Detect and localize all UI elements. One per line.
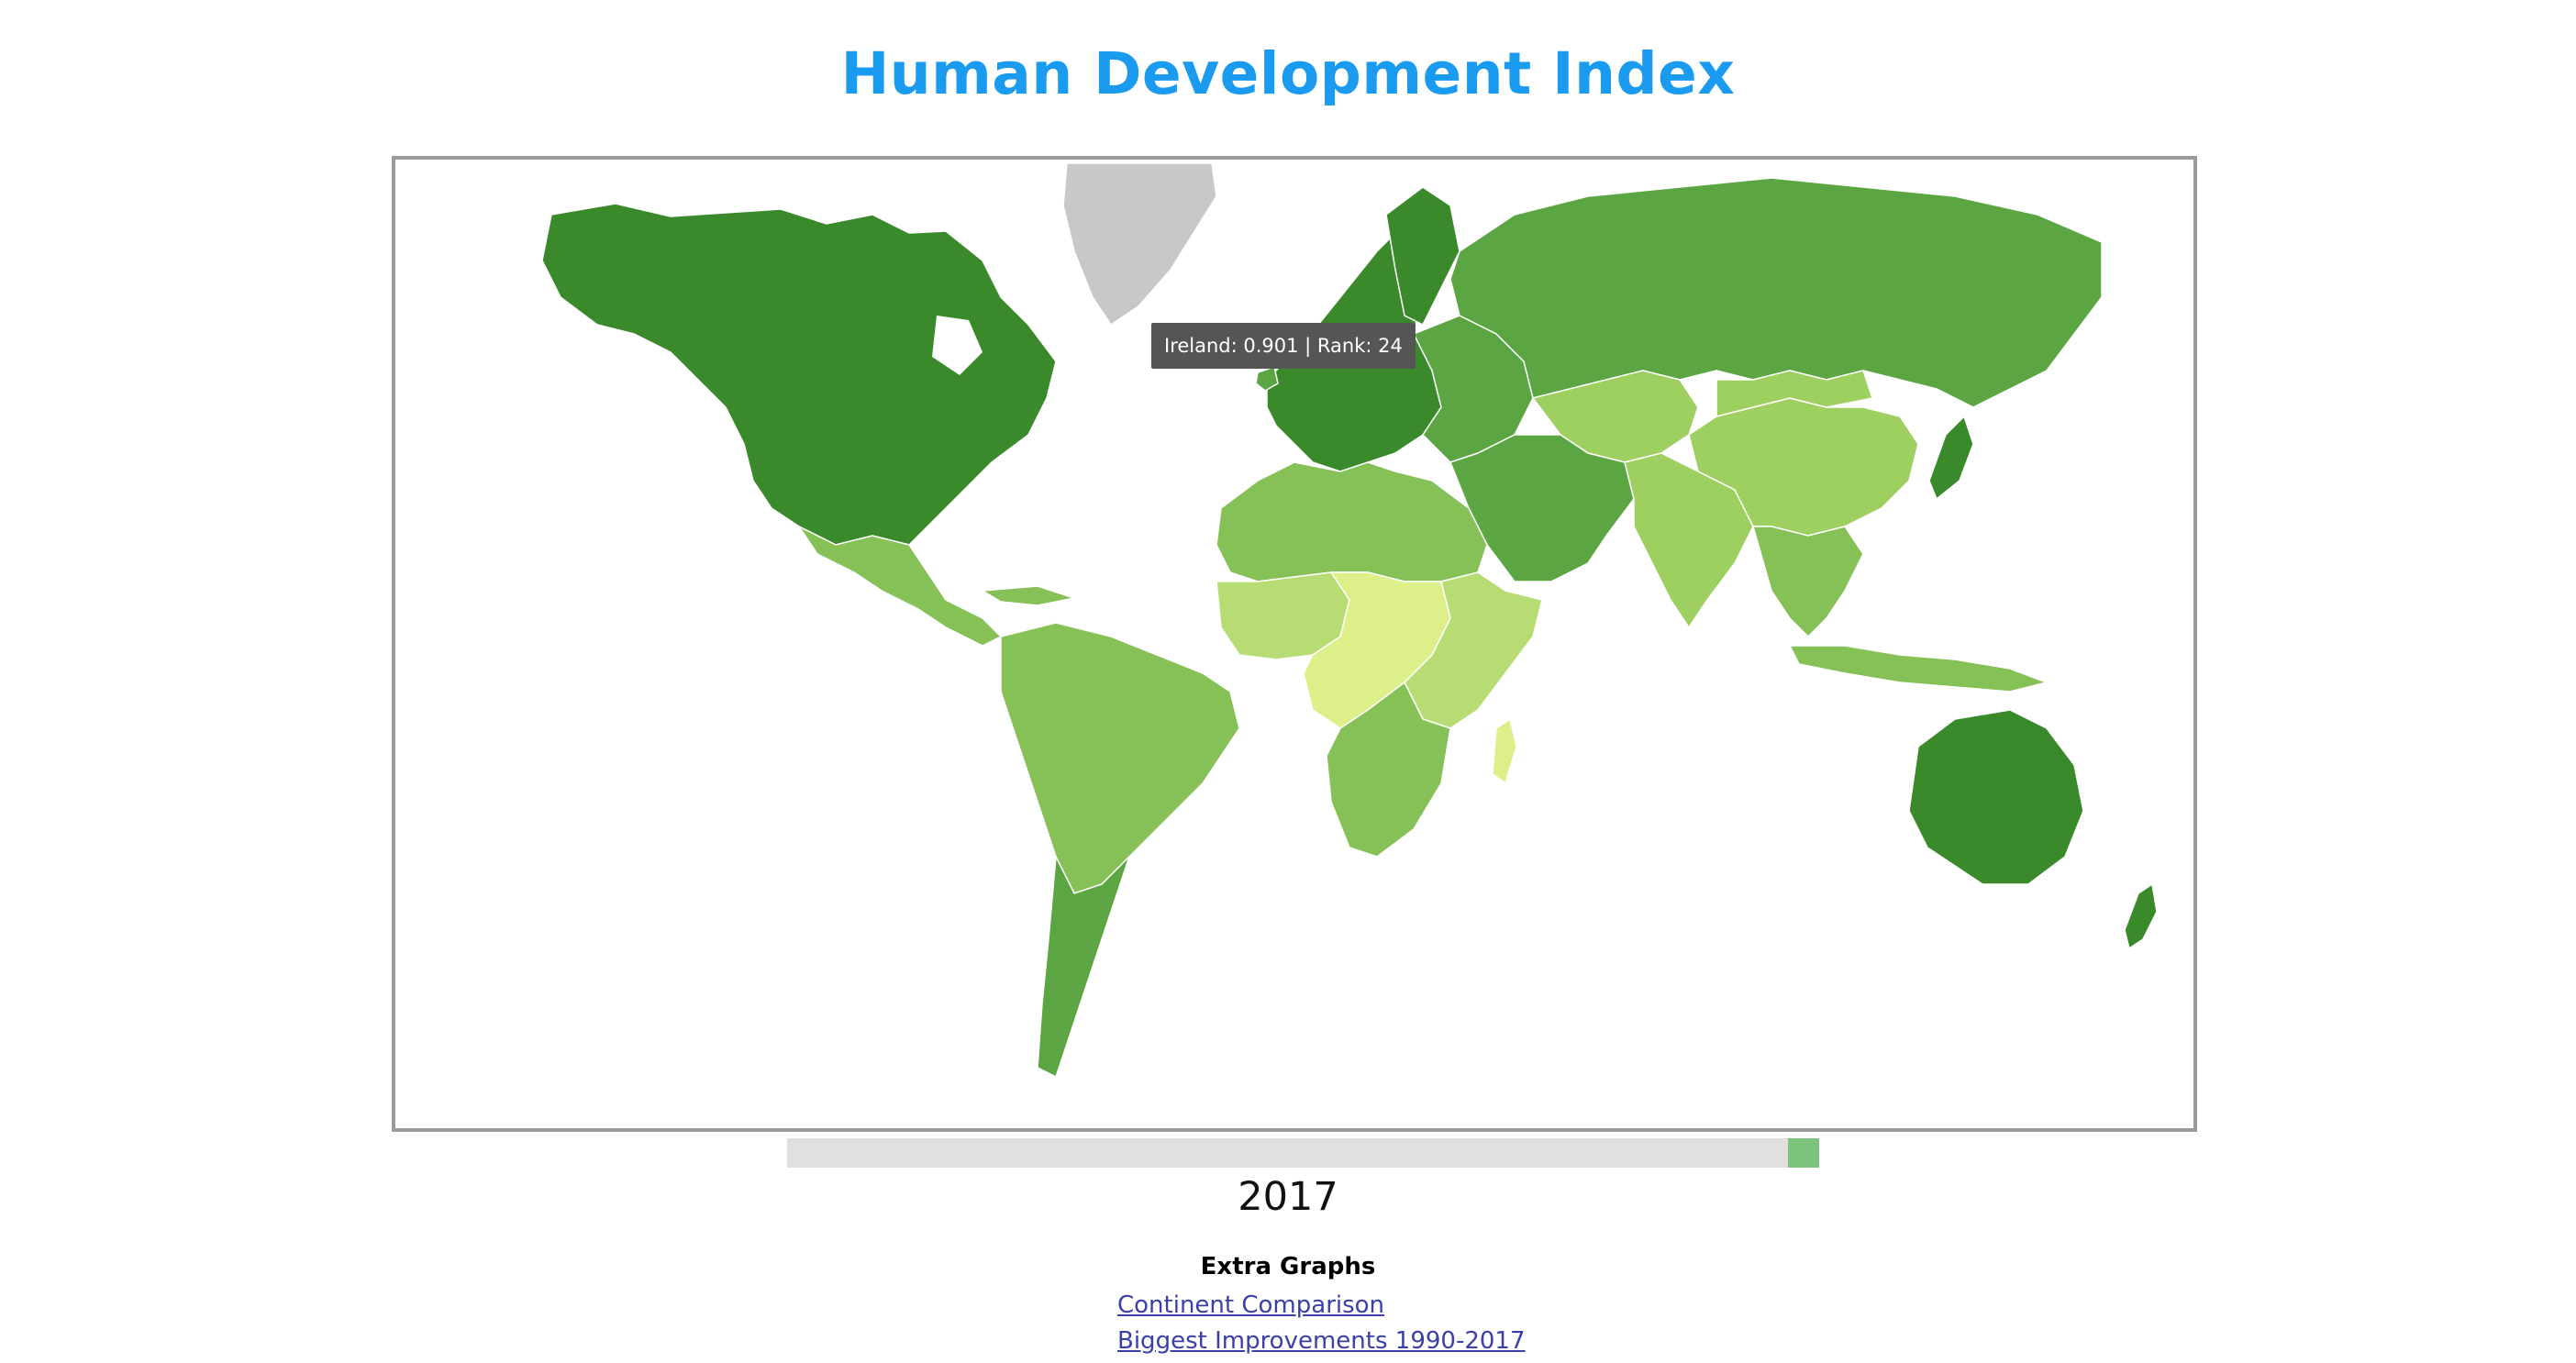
region-southern-africa[interactable] xyxy=(1326,681,1451,858)
region-south-america[interactable] xyxy=(1000,622,1240,894)
map-frame: Ireland: 0.901 | Rank: 24 xyxy=(392,156,2197,1132)
extra-graphs-links: Continent Comparison Biggest Improvement… xyxy=(1117,1288,1526,1359)
page-title: Human Development Index xyxy=(840,40,1736,107)
link-biggest-improvements[interactable]: Biggest Improvements 1990-2017 xyxy=(1117,1327,1526,1355)
extra-graphs-heading: Extra Graphs xyxy=(1200,1253,1376,1280)
region-new-zealand[interactable] xyxy=(2124,882,2158,950)
region-mongolia[interactable] xyxy=(1715,370,1873,417)
world-map[interactable] xyxy=(395,160,2193,1128)
link-continent-comparison[interactable]: Continent Comparison xyxy=(1117,1291,1385,1319)
region-scandinavia[interactable] xyxy=(1385,186,1460,327)
region-greenland[interactable] xyxy=(1062,162,1217,327)
region-north-africa[interactable] xyxy=(1216,461,1488,582)
region-middle-east[interactable] xyxy=(1449,434,1635,582)
region-madagascar[interactable] xyxy=(1492,717,1517,785)
region-southeast-asia[interactable] xyxy=(1752,526,1864,638)
region-east-africa[interactable] xyxy=(1404,571,1543,729)
year-slider-handle[interactable] xyxy=(1788,1138,1819,1168)
region-north-america[interactable] xyxy=(541,203,1057,546)
map-tooltip: Ireland: 0.901 | Rank: 24 xyxy=(1151,323,1416,369)
region-caribbean[interactable] xyxy=(980,585,1077,606)
year-label: 2017 xyxy=(1238,1174,1338,1220)
region-indonesia[interactable] xyxy=(1788,645,2049,693)
region-australia[interactable] xyxy=(1908,709,2084,885)
year-slider[interactable] xyxy=(787,1138,1819,1168)
region-southern-cone[interactable] xyxy=(1037,854,1130,1079)
hudson-bay xyxy=(932,316,983,375)
region-central-america[interactable] xyxy=(796,525,1003,647)
region-russia[interactable] xyxy=(1449,177,2103,408)
region-japan[interactable] xyxy=(1928,415,1974,501)
